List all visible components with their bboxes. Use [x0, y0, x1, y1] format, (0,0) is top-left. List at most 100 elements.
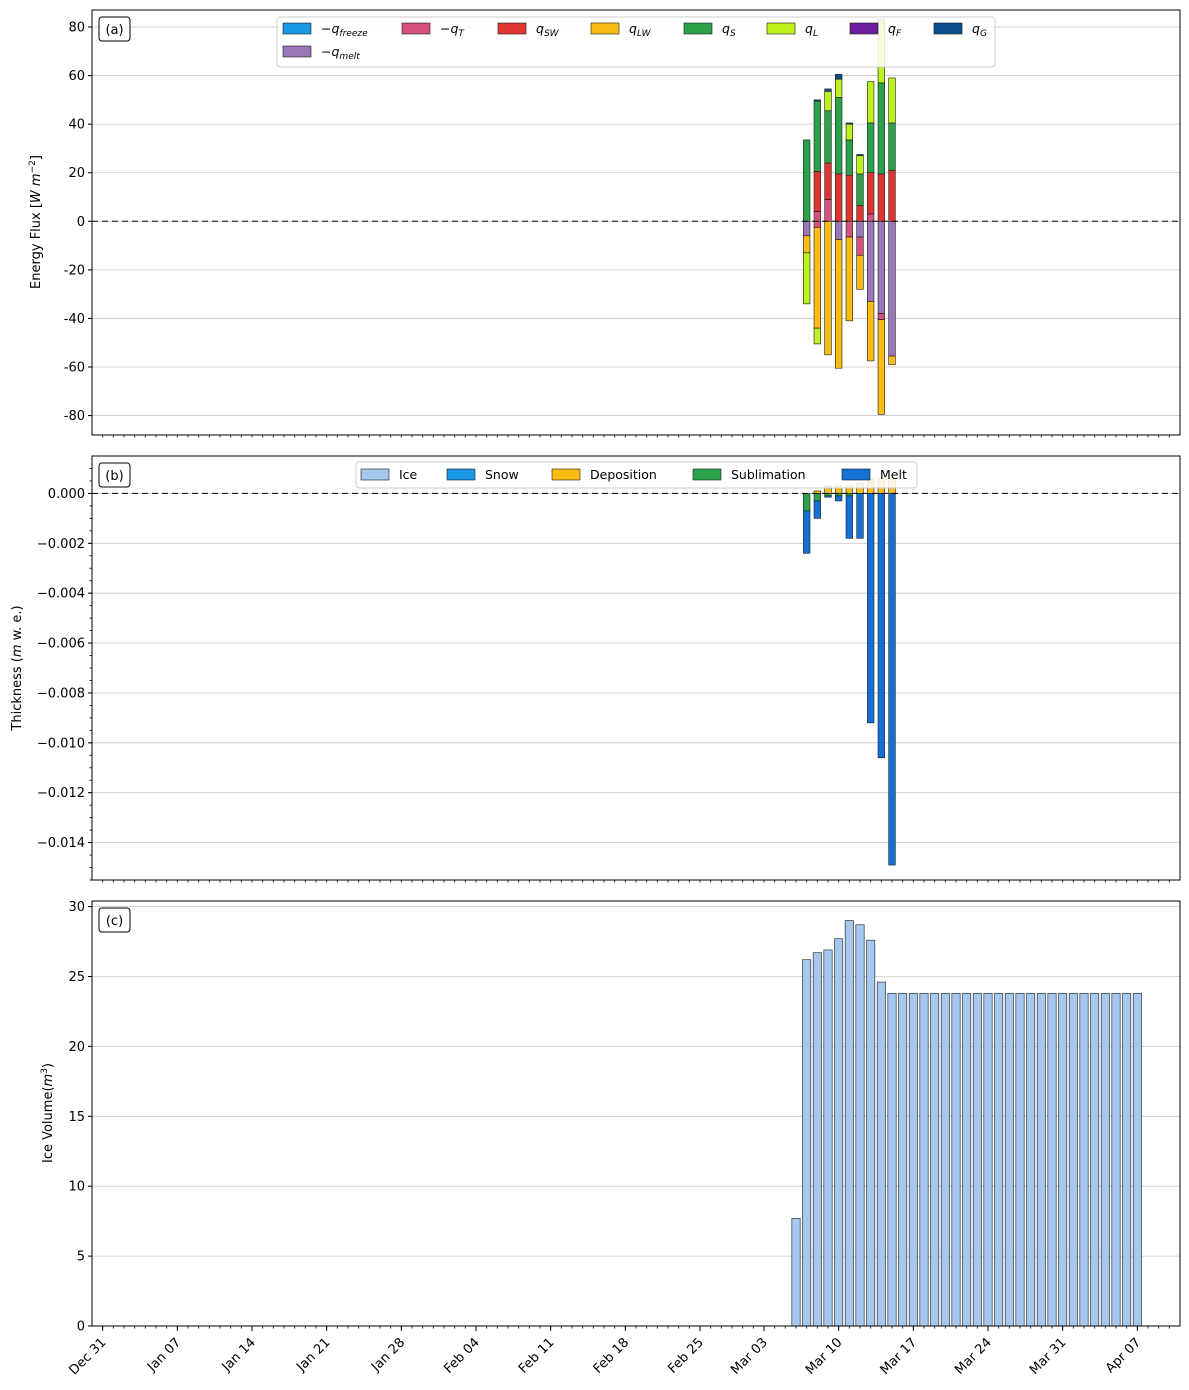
axes-frame [91, 9, 1181, 436]
y-tick-label: −0.006 [37, 637, 85, 652]
bar-ice [908, 992, 918, 1327]
legend-swatch-q_T [401, 22, 431, 35]
legend-label-q_L: qL [805, 21, 818, 39]
x-tick-label: Feb 04 [441, 1335, 483, 1377]
y-tick-label: 60 [68, 69, 85, 84]
bar-q_melt [867, 220, 875, 302]
x-tick-label: Dec 31 [66, 1335, 109, 1378]
x-tick-label: Apr 07 [1103, 1335, 1144, 1376]
bar-q_SW [856, 205, 864, 222]
legend-label-q_SW: qSW [536, 21, 560, 39]
bar-melt [877, 493, 885, 759]
bar-ice [844, 920, 854, 1327]
bar-ice [887, 992, 897, 1327]
bar-q_T [845, 220, 853, 238]
bar-ice [834, 938, 844, 1327]
bar-ice [866, 939, 876, 1327]
bar-q_LW [835, 239, 843, 369]
bar-ice [823, 949, 833, 1327]
legend-label-deposition: Deposition [590, 467, 657, 482]
y-tick-label: 30 [68, 900, 85, 915]
x-tick-label: Mar 17 [878, 1335, 921, 1378]
axes-frame [91, 455, 1181, 881]
legend-label-q_G: qG [972, 21, 987, 39]
bar-ice [802, 959, 812, 1327]
y-tick-label: −0.004 [37, 587, 85, 602]
bar-q_T [856, 236, 864, 256]
panel-energy-flux: 80 60 40 20 0 -20 -40 -60 -80 Energy Flux [W m−2… [28, 9, 1181, 436]
legend-label-melt: Melt [880, 467, 907, 482]
bar-q_L [845, 123, 853, 141]
bar-ice [1068, 992, 1078, 1327]
bar-ice [1026, 992, 1036, 1327]
y-tick-label: 20 [68, 1040, 85, 1055]
bar-q_LW [803, 235, 811, 254]
x-tick-label: Feb 11 [516, 1335, 558, 1377]
x-tick-label: Jan 21 [293, 1335, 333, 1375]
x-tick-label: Mar 10 [803, 1335, 846, 1378]
bar-ice [1036, 992, 1046, 1327]
legend-label-q_freeze: −qfreeze [321, 21, 368, 39]
bar-q_LW [813, 227, 821, 329]
bar-q_S [813, 100, 821, 172]
svg-text:(b): (b) [105, 469, 123, 484]
bar-ice [1122, 992, 1132, 1327]
bar-melt [835, 495, 843, 502]
y-tick-label: 0.000 [48, 487, 85, 502]
y-tick-label: -80 [64, 409, 85, 424]
bar-ice [855, 924, 865, 1327]
bar-q_G [845, 122, 853, 125]
y-tick-label: −0.010 [37, 736, 85, 751]
bar-q_L [803, 252, 811, 305]
legend-label-q_F: qF [888, 21, 902, 39]
panel-tag: (c) [98, 907, 131, 933]
bar-sublimation [813, 493, 821, 502]
legend-swatch-q_melt [282, 45, 312, 58]
bar-melt [813, 500, 821, 519]
y-tick-label: −0.014 [37, 836, 85, 851]
y-axis-label: Ice Volume(m3) [40, 1063, 56, 1163]
bar-ice [919, 992, 929, 1327]
bar-ice [951, 992, 961, 1327]
x-tick-label: Jan 07 [144, 1335, 184, 1375]
y-tick-label: 80 [68, 21, 85, 36]
x-tick-label: Mar 24 [952, 1335, 995, 1378]
panel-ice-volume: 0 5 10 15 20 25 30 Ice Volume(m3) (c) Dec 31 Ja… [40, 435, 1181, 1378]
y-tick-label: 25 [68, 970, 85, 985]
bar-melt [803, 510, 811, 554]
bar-ice [1004, 992, 1014, 1327]
bar-ice [1058, 992, 1068, 1327]
legend-label-q_S: qS [722, 21, 736, 39]
bar-q_T [877, 313, 885, 320]
bar-q_LW [867, 301, 875, 362]
svg-text:(a): (a) [105, 23, 123, 38]
bar-melt [888, 493, 896, 866]
bar-ice [1047, 992, 1057, 1327]
y-axis-label: Energy Flux [W m−2] [28, 155, 44, 289]
bar-q_L [813, 327, 821, 345]
legend-label-q_melt: −qmelt [321, 44, 360, 62]
y-tick-label: 15 [68, 1110, 85, 1125]
legend-swatch-q_SW [497, 22, 527, 35]
legend-label-sublimation: Sublimation [731, 467, 806, 482]
bar-q_S [888, 122, 896, 171]
legend-swatch-sublimation [692, 468, 722, 481]
y-tick-label: -60 [64, 361, 85, 376]
bar-q_LW [877, 319, 885, 415]
bar-ice [1100, 992, 1110, 1327]
bar-q_SW [835, 173, 843, 222]
bar-q_T [813, 211, 821, 222]
y-tick-label: −0.012 [37, 786, 85, 801]
bar-q_L [824, 91, 832, 112]
y-tick-label: 0 [77, 215, 85, 230]
y-tick-label: 20 [68, 166, 85, 181]
bar-ice [1079, 992, 1089, 1327]
bar-q_LW [845, 236, 853, 322]
y-tick-label: −0.002 [37, 537, 85, 552]
bar-q_S [845, 139, 853, 176]
bar-ice [1090, 992, 1100, 1327]
bar-ice [812, 952, 822, 1327]
y-tick-label: −0.008 [37, 686, 85, 701]
legend-swatch-q_freeze [282, 22, 312, 35]
